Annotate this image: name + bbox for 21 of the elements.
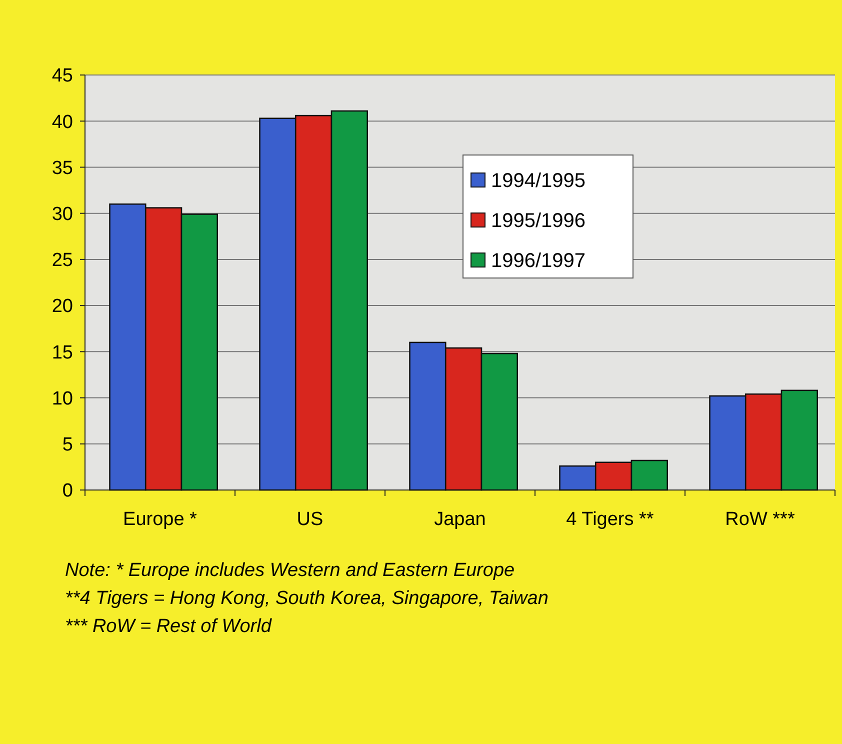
x-tick-label: US (296, 509, 324, 530)
y-tick-label: 0 (62, 480, 73, 502)
y-tick-label: 25 (52, 250, 73, 272)
legend-label: 1995/1996 (491, 210, 586, 232)
legend-label: 1996/1997 (491, 250, 586, 272)
text: *** RoW = Rest of World (65, 616, 273, 637)
y-tick-label: 35 (52, 158, 73, 179)
text: Note: * Europe includes Western and Eastern Europe (65, 560, 515, 581)
legend-label: 1994/1995 (491, 170, 586, 192)
text: **4 Tigers = Hong Kong, South Korea, Singapore, Taiwan (65, 588, 548, 609)
y-tick-label: 5 (62, 434, 73, 456)
y-tick-label: 20 (52, 296, 73, 318)
x-tick-label: 4 Tigers ** (566, 509, 654, 530)
y-tick-label: 30 (52, 204, 73, 225)
y-tick-label: 10 (52, 388, 73, 410)
x-tick-label: Europe * (123, 509, 198, 530)
y-tick-label: 15 (52, 342, 73, 364)
y-tick-label: 45 (52, 66, 73, 87)
y-tick-label: 40 (52, 112, 73, 133)
x-tick-label: RoW *** (725, 509, 796, 530)
x-tick-label: Japan (434, 509, 486, 530)
